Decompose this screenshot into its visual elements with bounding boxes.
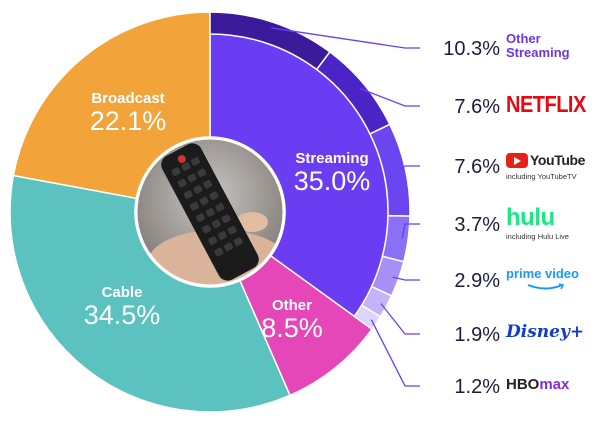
hulu-subtitle: including Hulu Live xyxy=(506,232,569,241)
prime-video-logo: prime video xyxy=(506,266,579,281)
breakdown-row-hbo-max: 1.2% HBOmax xyxy=(408,368,598,408)
center-ring xyxy=(134,136,286,288)
leader-line xyxy=(392,276,420,281)
leader-line xyxy=(359,87,420,107)
leader-line xyxy=(401,223,420,239)
slice-label-broadcast: Broadcast 22.1% xyxy=(89,90,167,136)
slice-label-streaming: Streaming 35.0% xyxy=(293,150,371,196)
breakdown-row-youtube: 7.6% YouTube including YouTubeTV xyxy=(408,148,598,188)
other-streaming-label: Other Streaming xyxy=(506,31,570,60)
breakdown-value: 7.6% xyxy=(454,96,500,118)
breakdown-value: 7.6% xyxy=(454,156,500,178)
breakdown-row-hulu: 3.7% hulu including Hulu Live xyxy=(408,204,598,246)
leader-line xyxy=(271,27,420,49)
youtube-subtitle: including YouTubeTV xyxy=(506,172,577,181)
leader-line xyxy=(370,319,420,387)
breakdown-row-prime-video: 2.9% prime video xyxy=(408,262,598,302)
slice-label-cable: Cable 34.5% xyxy=(83,284,161,330)
slice-label-other: Other 8.5% xyxy=(261,297,323,343)
breakdown-value: 3.7% xyxy=(454,214,500,236)
youtube-play-icon xyxy=(506,152,528,168)
leader-line xyxy=(399,165,420,171)
breakdown-row-disney: 1.9% Disney+ xyxy=(408,316,598,356)
breakdown-row-other-streaming: 10.3% Other Streaming xyxy=(408,30,598,70)
hbo-max-logo: HBOmax xyxy=(506,376,570,393)
netflix-logo: NETFLIX xyxy=(506,92,586,118)
breakdown-value: 10.3% xyxy=(443,38,500,60)
breakdown-value: 2.9% xyxy=(454,270,500,292)
prime-smile-icon xyxy=(527,283,565,290)
breakdown-value: 1.2% xyxy=(454,376,500,398)
disney-plus-logo: Disney+ xyxy=(506,322,585,342)
leader-line xyxy=(380,303,420,335)
breakdown-row-netflix: 7.6% NETFLIX xyxy=(408,88,598,128)
hulu-logo: hulu xyxy=(506,204,555,231)
breakdown-value: 1.9% xyxy=(454,324,500,346)
youtube-logo: YouTube xyxy=(506,152,585,168)
